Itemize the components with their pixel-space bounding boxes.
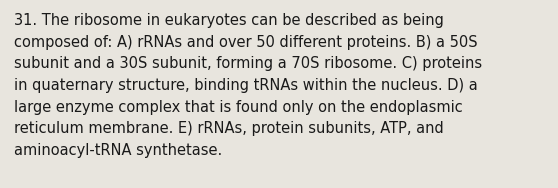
Text: 31. The ribosome in eukaryotes can be described as being
composed of: A) rRNAs a: 31. The ribosome in eukaryotes can be de… <box>14 13 482 158</box>
